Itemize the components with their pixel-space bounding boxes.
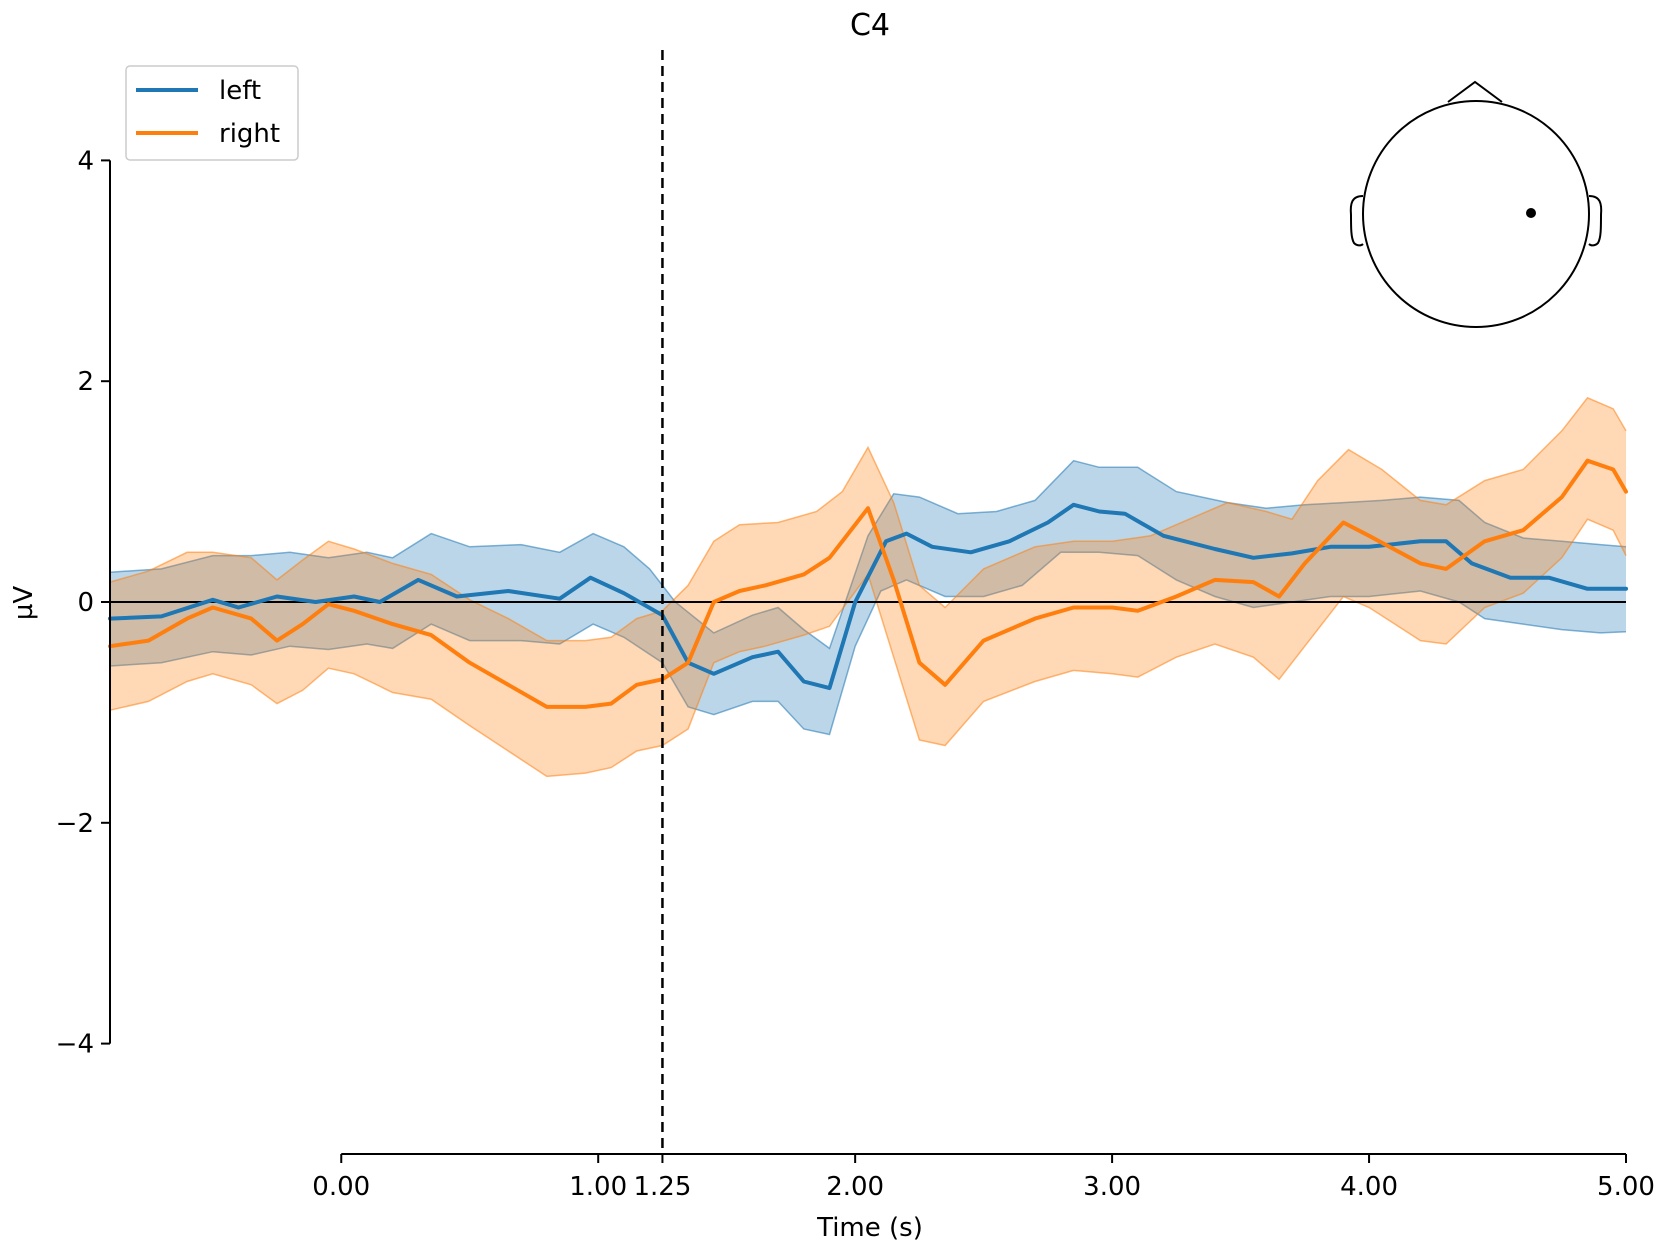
y-axis-label: µV — [9, 586, 39, 621]
x-tick-label: 4.00 — [1340, 1172, 1398, 1202]
chart-title: C4 — [850, 8, 890, 43]
x-axis-ticks: 0.00 1.00 1.25 2.00 3.00 4.00 5.00 — [312, 1154, 1655, 1202]
series-line-right — [108, 458, 1628, 709]
y-axis: −4 −2 0 2 4 µV — [9, 146, 111, 1060]
head-right-ear-icon — [1588, 195, 1603, 247]
x-tick-label: 2.00 — [826, 1172, 884, 1202]
y-tick-label: −2 — [56, 809, 94, 839]
head-left-ear-icon — [1349, 195, 1364, 247]
x-axis-label: Time (s) — [816, 1213, 923, 1243]
y-tick-label: 2 — [77, 367, 94, 397]
y-tick-label: 4 — [77, 146, 94, 176]
band-upper-edge-left — [109, 459, 1627, 650]
x-axis: 0.00 1.00 1.25 2.00 3.00 4.00 5.00 Time (s) — [312, 1153, 1655, 1243]
series-line-left — [108, 502, 1628, 691]
x-tick-label: 1.00 — [569, 1172, 627, 1202]
x-tick-label: 3.00 — [1083, 1172, 1141, 1202]
x-tick-label: 5.00 — [1597, 1172, 1655, 1202]
band-lower-edge-right — [109, 518, 1627, 778]
x-tick-label: 0.00 — [312, 1172, 370, 1202]
y-tick-label: 0 — [77, 588, 94, 618]
confidence-bands — [109, 396, 1627, 778]
y-tick-label: −4 — [56, 1030, 94, 1060]
legend-label-left: left — [219, 76, 261, 106]
head-outline-icon — [1362, 100, 1590, 328]
head-nose-icon — [1447, 80, 1503, 103]
sensor-location-inset — [1349, 80, 1603, 328]
legend-label-right: right — [219, 119, 280, 149]
y-axis-ticks: −4 −2 0 2 4 — [56, 146, 110, 1060]
series-lines — [108, 458, 1628, 709]
legend: left right — [125, 65, 299, 161]
sensor-dot-icon — [1526, 208, 1536, 218]
x-tick-label: 1.25 — [633, 1172, 691, 1202]
band-upper-edge-right — [109, 396, 1627, 642]
confidence-band-left — [110, 460, 1626, 735]
band-lower-edge-left — [109, 551, 1627, 736]
confidence-band-right — [110, 397, 1626, 777]
